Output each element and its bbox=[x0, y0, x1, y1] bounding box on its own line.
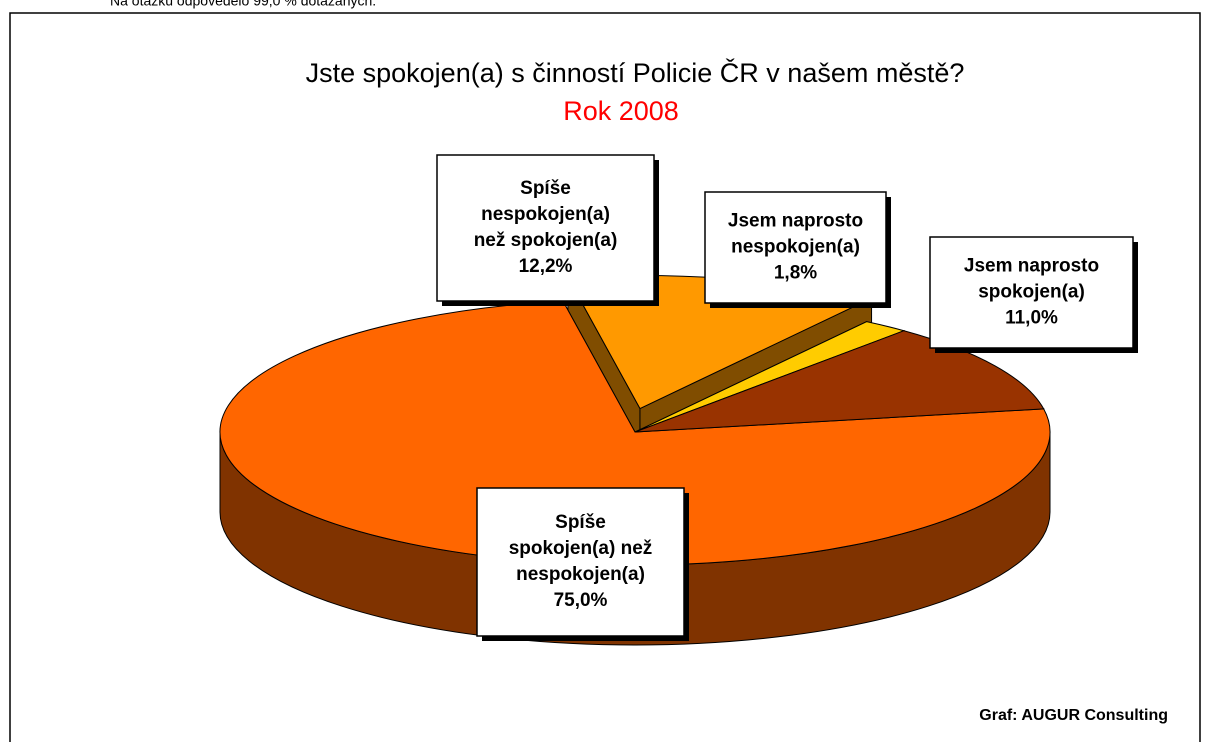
label-text: nespokojen(a) bbox=[516, 564, 645, 585]
label-text: spokojen(a) než bbox=[509, 538, 653, 559]
label-text: Jsem naprosto bbox=[728, 211, 863, 232]
value-label: 11,0% bbox=[1005, 308, 1058, 329]
label-text: Spíše bbox=[555, 512, 606, 533]
frame bbox=[9, 12, 1201, 742]
label-text: Spíše bbox=[520, 178, 571, 199]
value-label: 12,2% bbox=[519, 256, 573, 277]
pie bbox=[219, 275, 1051, 646]
chart-subtitle: Rok 2008 bbox=[563, 96, 679, 126]
labels: Spíše spokojen(a) než nespokojen(a) 75,0% Sp… bbox=[436, 154, 1138, 641]
label-text: než spokojen(a) bbox=[474, 230, 618, 251]
label-text: spokojen(a) bbox=[978, 282, 1085, 303]
label-box bbox=[929, 236, 1134, 349]
label-box bbox=[704, 191, 887, 304]
chart-title: Jste spokojen(a) s činností Policie ČR v… bbox=[306, 57, 965, 88]
label-text: nespokojen(a) bbox=[731, 237, 860, 258]
label-box bbox=[476, 487, 685, 637]
label-text: Jsem naprosto bbox=[964, 256, 1099, 277]
slice bbox=[634, 330, 1045, 433]
source: Graf: AUGUR Consulting bbox=[979, 707, 1168, 724]
label-box bbox=[436, 154, 655, 302]
value-label: 1,8% bbox=[774, 263, 817, 284]
note: Na otázku odpovědělo 99,0 % dotázaných. bbox=[110, 0, 376, 9]
label-text: nespokojen(a) bbox=[481, 204, 610, 225]
slice bbox=[219, 300, 1051, 566]
value-label: 75,0% bbox=[554, 590, 608, 611]
